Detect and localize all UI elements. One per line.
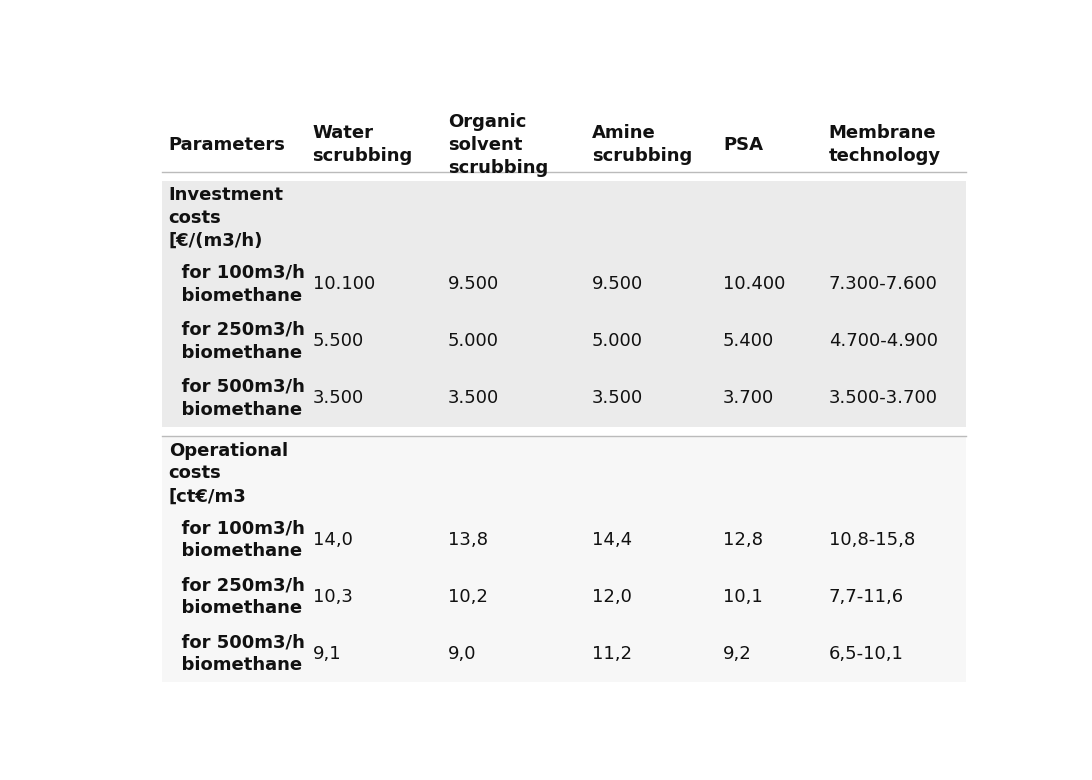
Text: for 500m3/h
  biomethane: for 500m3/h biomethane <box>168 378 305 419</box>
Text: Operational
costs
[ct€/m3: Operational costs [ct€/m3 <box>168 441 288 505</box>
Bar <box>162 181 966 427</box>
Text: 5.000: 5.000 <box>592 332 643 350</box>
Text: PSA: PSA <box>723 136 763 154</box>
Text: for 100m3/h
  biomethane: for 100m3/h biomethane <box>168 264 305 305</box>
Text: 5.500: 5.500 <box>312 332 364 350</box>
Text: 3.700: 3.700 <box>723 389 774 407</box>
Text: Amine
scrubbing: Amine scrubbing <box>592 124 692 165</box>
Text: 12,0: 12,0 <box>592 587 631 605</box>
Text: 7,7-11,6: 7,7-11,6 <box>829 587 904 605</box>
Text: 9,2: 9,2 <box>723 644 751 663</box>
Text: 12,8: 12,8 <box>723 530 763 548</box>
Text: 10,8-15,8: 10,8-15,8 <box>829 530 915 548</box>
Text: 13,8: 13,8 <box>448 530 488 548</box>
Text: 3.500: 3.500 <box>448 389 499 407</box>
Text: 10,3: 10,3 <box>312 587 353 605</box>
Text: 3.500: 3.500 <box>312 389 364 407</box>
Text: 11,2: 11,2 <box>592 644 632 663</box>
Text: Investment
costs
[€/(m3/h): Investment costs [€/(m3/h) <box>168 186 284 250</box>
Text: for 100m3/h
  biomethane: for 100m3/h biomethane <box>168 519 305 560</box>
Text: 6,5-10,1: 6,5-10,1 <box>829 644 904 663</box>
Text: 5.400: 5.400 <box>723 332 774 350</box>
Text: 10,2: 10,2 <box>448 587 488 605</box>
Text: 3.500-3.700: 3.500-3.700 <box>829 389 938 407</box>
Text: 9.500: 9.500 <box>448 275 499 293</box>
Text: 10,1: 10,1 <box>723 587 762 605</box>
Text: Organic
solvent
scrubbing: Organic solvent scrubbing <box>448 113 548 176</box>
Text: 9,1: 9,1 <box>312 644 341 663</box>
Text: 10.400: 10.400 <box>723 275 785 293</box>
Text: 14,4: 14,4 <box>592 530 632 548</box>
Text: Parameters: Parameters <box>168 136 285 154</box>
Text: Water
scrubbing: Water scrubbing <box>312 124 413 165</box>
Bar <box>162 436 966 682</box>
Text: 3.500: 3.500 <box>592 389 643 407</box>
Text: 5.000: 5.000 <box>448 332 499 350</box>
Text: 10.100: 10.100 <box>312 275 375 293</box>
Text: 9.500: 9.500 <box>592 275 643 293</box>
Text: 7.300-7.600: 7.300-7.600 <box>829 275 938 293</box>
Text: 4.700-4.900: 4.700-4.900 <box>829 332 938 350</box>
Text: 14,0: 14,0 <box>312 530 353 548</box>
Text: Membrane
technology: Membrane technology <box>829 124 941 165</box>
Text: for 250m3/h
  biomethane: for 250m3/h biomethane <box>168 321 305 362</box>
Text: 9,0: 9,0 <box>448 644 476 663</box>
Text: for 250m3/h
  biomethane: for 250m3/h biomethane <box>168 576 305 617</box>
Text: for 500m3/h
  biomethane: for 500m3/h biomethane <box>168 633 305 674</box>
Bar <box>162 118 966 172</box>
